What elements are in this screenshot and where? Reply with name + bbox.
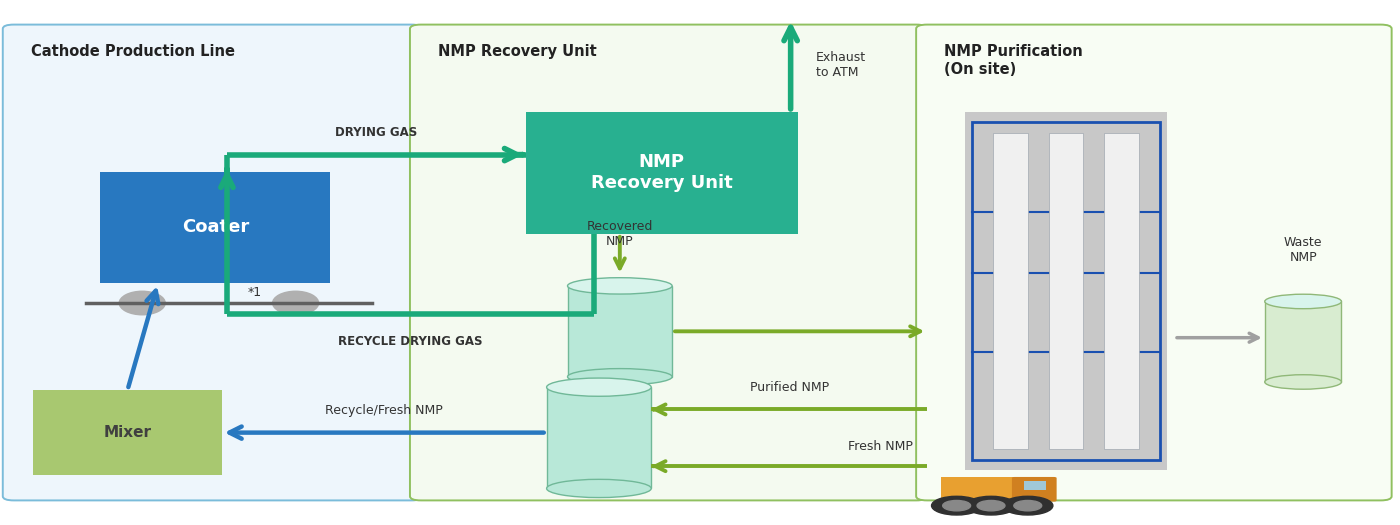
Text: Purified NMP: Purified NMP (749, 381, 829, 394)
Text: DRYING GAS: DRYING GAS (335, 126, 417, 139)
Circle shape (1002, 496, 1053, 515)
FancyBboxPatch shape (965, 112, 1168, 470)
FancyBboxPatch shape (916, 25, 1392, 500)
Text: Cathode Production Line: Cathode Production Line (31, 44, 235, 59)
FancyBboxPatch shape (525, 112, 798, 234)
Ellipse shape (567, 278, 672, 294)
Circle shape (966, 496, 1016, 515)
Text: *1: *1 (248, 286, 262, 299)
Ellipse shape (1264, 294, 1341, 309)
Text: NMP Recovery Unit: NMP Recovery Unit (438, 44, 596, 59)
FancyBboxPatch shape (546, 387, 651, 488)
Text: NMP Purification
(On site): NMP Purification (On site) (944, 44, 1082, 77)
Text: Mixer: Mixer (104, 425, 151, 440)
FancyBboxPatch shape (1049, 133, 1084, 449)
FancyBboxPatch shape (410, 25, 927, 500)
Text: Exhaust
to ATM: Exhaust to ATM (816, 51, 865, 79)
Text: Fresh NMP: Fresh NMP (848, 440, 913, 453)
Circle shape (1014, 500, 1042, 511)
FancyBboxPatch shape (1012, 477, 1057, 501)
FancyBboxPatch shape (1105, 133, 1140, 449)
FancyBboxPatch shape (941, 477, 1015, 502)
FancyBboxPatch shape (567, 286, 672, 377)
Ellipse shape (546, 378, 651, 396)
Text: Recovered
NMP: Recovered NMP (587, 220, 652, 248)
Text: Coater: Coater (182, 218, 249, 236)
FancyBboxPatch shape (1264, 301, 1341, 382)
Text: Recycle/Fresh NMP: Recycle/Fresh NMP (325, 404, 442, 417)
Ellipse shape (1264, 375, 1341, 389)
Ellipse shape (119, 290, 167, 316)
Ellipse shape (546, 479, 651, 498)
Text: Waste
NMP: Waste NMP (1284, 236, 1323, 264)
Circle shape (977, 500, 1005, 511)
Circle shape (931, 496, 981, 515)
FancyBboxPatch shape (3, 25, 423, 500)
FancyBboxPatch shape (101, 172, 330, 284)
Ellipse shape (567, 369, 672, 385)
FancyBboxPatch shape (34, 390, 221, 476)
Text: RECYCLE DRYING GAS: RECYCLE DRYING GAS (337, 335, 483, 348)
FancyBboxPatch shape (993, 133, 1028, 449)
Text: NMP
Recovery Unit: NMP Recovery Unit (591, 153, 732, 192)
Circle shape (942, 500, 970, 511)
Ellipse shape (272, 290, 319, 316)
FancyBboxPatch shape (1025, 481, 1046, 490)
